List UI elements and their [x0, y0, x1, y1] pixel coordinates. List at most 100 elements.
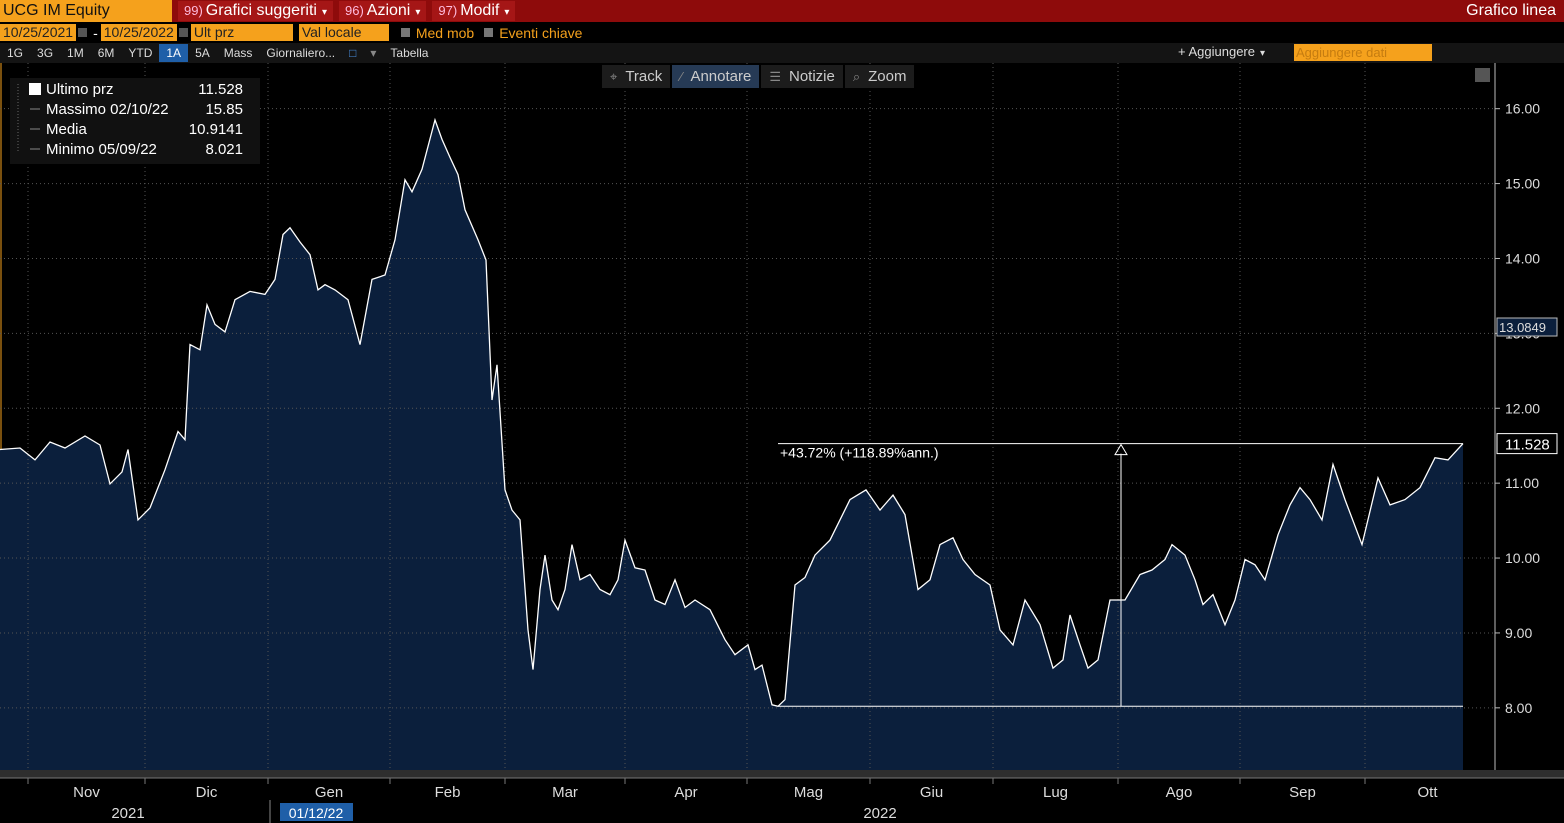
menus: 99) Grafici suggeriti ▾ 96) Azioni ▾ 97) Modif ▾ — [172, 1, 516, 21]
events[interactable]: Eventi chiave — [499, 24, 583, 41]
x-tick-label: Gen — [315, 784, 343, 801]
currency-select[interactable]: Val locale — [298, 24, 389, 41]
legend-value: 10.9141 — [189, 121, 243, 138]
range-button[interactable]: 6M — [97, 46, 115, 60]
calendar-icon[interactable] — [78, 28, 88, 37]
last-price-label: 11.528 — [1505, 437, 1550, 454]
marker-label: 13.0849 — [1499, 320, 1546, 335]
y-tick-label: 8.00 — [1505, 700, 1532, 716]
range-button[interactable]: 5A — [195, 46, 210, 60]
add-label: + Aggiungere — [1178, 44, 1255, 59]
range-button[interactable]: 1A — [159, 44, 189, 62]
menu[interactable]: 96) Azioni ▾ — [338, 1, 427, 21]
tool-button[interactable]: ∕ Annotare — [672, 65, 760, 88]
x-tick-label: Apr — [674, 784, 697, 801]
range-button[interactable]: 1M — [67, 46, 84, 60]
last-price-box — [1496, 433, 1558, 455]
y-tick-label: 15.00 — [1505, 176, 1540, 192]
axis-strip — [1495, 63, 1564, 770]
ticker-input[interactable]: UCG IM Equity — [0, 0, 172, 22]
checkbox[interactable] — [400, 28, 410, 37]
tool-icon: ⌕ — [852, 69, 861, 84]
arrow-head — [1114, 443, 1128, 456]
dropdown-arrow: ▾ — [504, 7, 510, 18]
dropdown[interactable]: ▾ — [370, 46, 377, 60]
legend-value: 15.85 — [205, 101, 243, 118]
add-button[interactable]: + Aggiungere ▾ — [1178, 44, 1266, 59]
legend-label: Ultimo prz — [46, 81, 114, 98]
year-label: 2021 — [111, 805, 144, 822]
menu[interactable]: 97) Modif ▾ — [432, 1, 516, 21]
y-tick-label: 12.00 — [1505, 400, 1540, 416]
year-label: 2022 — [863, 805, 896, 822]
legend-swatch — [29, 83, 41, 95]
range-bar: 1G 3G 1M 6M YTD 1A 5A Mass Giornaliero... □ ▾ T… — [0, 43, 1564, 63]
x-tick-label: Feb — [435, 784, 461, 801]
range-button[interactable]: 1G — [7, 46, 24, 60]
x-tick-label: Dic — [196, 784, 218, 801]
x-axis-bar — [0, 770, 1564, 778]
menu-label: Azioni — [366, 2, 411, 19]
x-tick-label: Sep — [1289, 784, 1316, 801]
dropdown-arrow: ▾ — [321, 7, 327, 18]
marker-box — [1496, 317, 1558, 337]
y-tick-label: 14.00 — [1505, 250, 1540, 266]
x-tick-label: Mag — [794, 784, 823, 801]
chart-toolbar: ⌖ Track ∕ Annotare ☰ Notizie ⌕ Zoom — [602, 65, 916, 88]
tool-button[interactable]: ☰ Notizie — [761, 65, 843, 88]
tool-icon: ∕ — [680, 69, 683, 84]
menu[interactable]: 99) Grafici suggeriti ▾ — [178, 1, 333, 21]
y-tick-label: 9.00 — [1505, 625, 1532, 641]
tool-button[interactable]: ⌕ Zoom — [844, 65, 915, 88]
tool-icon: ☰ — [769, 69, 781, 84]
start-date[interactable]: 10/25/2021 — [0, 24, 77, 41]
chart-kind: Grafico linea — [1466, 2, 1556, 19]
dash: - — [93, 24, 98, 41]
scroll-button — [1475, 68, 1490, 82]
line-icon[interactable]: □ — [349, 46, 357, 60]
menu-number: 96) — [344, 3, 364, 18]
menu-number: 99) — [184, 3, 203, 18]
range-button[interactable]: 3G — [37, 46, 54, 60]
price-area — [0, 119, 1463, 770]
menu-label: Grafici suggeriti — [205, 2, 317, 19]
tool-icon: ⌖ — [610, 69, 618, 84]
legend-label: Minimo 05/09/22 — [46, 141, 157, 158]
range-buttons: 1G 3G 1M 6M YTD 1A 5A Mass — [0, 44, 259, 62]
chart: +43.72% (+118.89%ann.) 8.00 9.00 10.00 11.00… — [0, 63, 1564, 823]
legend-value: 8.021 — [205, 141, 243, 158]
y-tick-label: 10.00 — [1505, 550, 1540, 566]
calendar-icon[interactable] — [178, 28, 188, 37]
x-tick-label: Nov — [73, 784, 100, 801]
dropdown-arrow: ▾ — [415, 7, 421, 18]
legend-value: 11.528 — [198, 81, 243, 98]
tool-label: Zoom — [868, 68, 907, 85]
tool-label: Track — [625, 68, 663, 85]
y-tick-label: 11.00 — [1505, 475, 1539, 491]
field-select[interactable]: Ult prz — [190, 24, 293, 41]
annotation-label: +43.72% (+118.89%ann.) — [780, 445, 939, 461]
moving-avg[interactable]: Med mob — [415, 24, 475, 41]
tool-label: Annotare — [690, 68, 752, 85]
x-tick-label: Ott — [1417, 784, 1438, 801]
range-button[interactable]: YTD — [128, 46, 153, 60]
settings-bar: 10/25/2021 - 10/25/2022 Ult prz Val loca… — [0, 22, 1564, 43]
add-data-input[interactable]: Aggiungere dati — [1294, 44, 1432, 61]
x-tick-label: Ago — [1166, 784, 1193, 801]
y-tick-label: 16.00 — [1505, 101, 1540, 117]
x-tick-label: Lug — [1043, 784, 1068, 801]
legend-box — [10, 78, 260, 164]
table-button[interactable]: Tabella — [390, 46, 429, 60]
period-select[interactable]: Giornaliero... — [266, 46, 336, 60]
x-tick-label: Giu — [920, 784, 943, 801]
end-date[interactable]: 10/25/2022 — [100, 24, 177, 41]
range-button[interactable]: Mass — [223, 46, 253, 60]
cursor-date-box — [280, 803, 353, 821]
legend-label: Massimo 02/10/22 — [46, 101, 169, 118]
tool-button[interactable]: ⌖ Track — [602, 65, 671, 88]
cursor-date: 01/12/22 — [289, 805, 344, 821]
menu-label: Modif — [460, 2, 500, 19]
x-tick-label: Mar — [552, 784, 578, 801]
checkbox[interactable] — [484, 28, 494, 37]
